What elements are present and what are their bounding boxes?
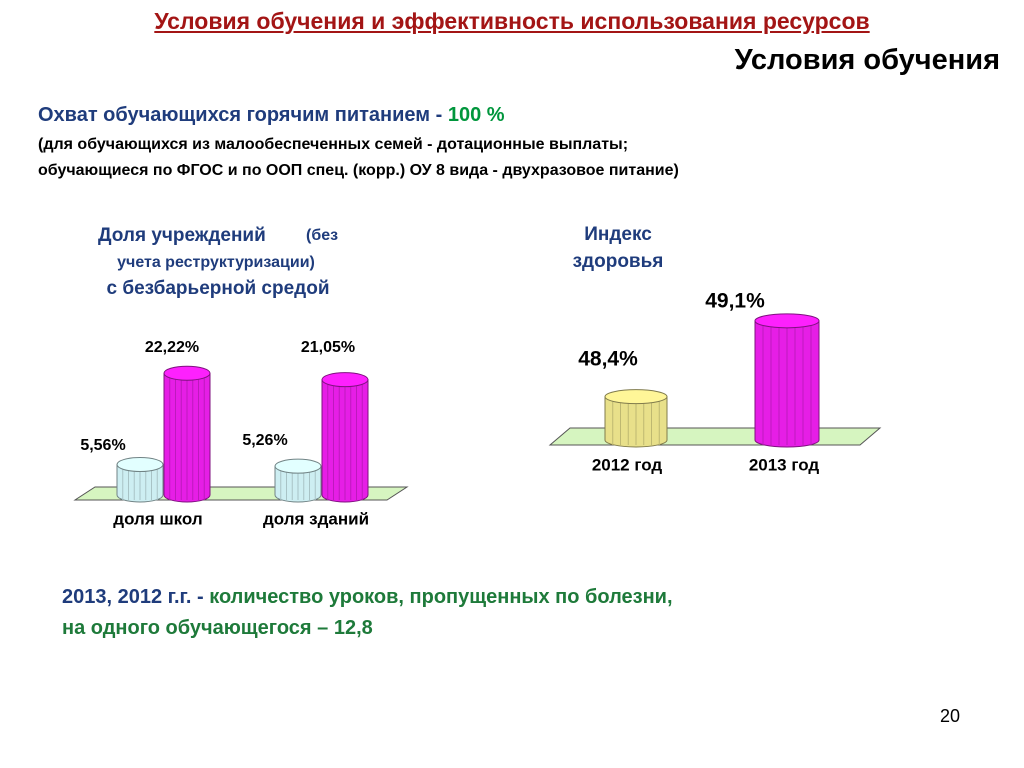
- bottom-text: количество уроков, пропущенных по болезн…: [209, 586, 673, 608]
- bar: [116, 457, 164, 503]
- coverage-value: 100 %: [447, 104, 505, 126]
- data-label: 48,4%: [578, 348, 638, 371]
- chart-title: здоровья: [573, 251, 664, 272]
- bar-top: [116, 457, 164, 473]
- bar: [754, 313, 820, 448]
- bar-top: [321, 372, 369, 388]
- floor: [548, 427, 882, 446]
- bar-top: [163, 365, 211, 381]
- chart-title: Индекс: [584, 224, 652, 245]
- data-label: 5,26%: [242, 432, 287, 449]
- page-number: 20: [940, 706, 961, 726]
- bottom-note: 2013, 2012 г.г. - количество уроков, про…: [62, 582, 942, 644]
- bar-top: [604, 389, 668, 405]
- data-label: 21,05%: [301, 339, 355, 356]
- bar: [163, 365, 211, 503]
- bar-top: [274, 458, 322, 474]
- years: 2013, 2012 г.г. -: [62, 586, 210, 608]
- bar-top: [754, 313, 820, 329]
- bar: [274, 458, 322, 503]
- x-tick-label: 2013 год: [749, 455, 820, 474]
- data-label: 49,1%: [705, 290, 765, 313]
- coverage: Охват обучающихся горячим питанием - 100…: [38, 104, 505, 127]
- bar: [321, 372, 369, 503]
- bar: [604, 389, 668, 448]
- chart-title-note: учета реструктуризации): [117, 254, 315, 271]
- note: (для обучающихся из малообеспеченных сем…: [38, 132, 938, 184]
- data-label: 22,22%: [145, 339, 199, 356]
- data-label: 5,56%: [80, 437, 125, 454]
- coverage-text: Охват обучающихся горячим питанием -: [38, 104, 448, 126]
- bottom-text: на одного обучающегося – 12,8: [62, 617, 373, 639]
- note-line: (для обучающихся из малообеспеченных сем…: [38, 136, 629, 153]
- x-tick-label: 2012 год: [592, 455, 663, 474]
- slide-title: Условия обучения и эффективность использ…: [154, 8, 870, 34]
- chart-subtitle: с безбарьерной средой: [106, 278, 329, 299]
- chart-title: Доля учреждений: [98, 225, 266, 246]
- x-tick-label: доля зданий: [263, 509, 369, 528]
- chart-title-note: (без: [306, 227, 338, 244]
- section-title: Условия обучения: [734, 44, 1000, 76]
- x-tick-label: доля школ: [113, 509, 202, 528]
- note-line: обучающиеся по ФГОС и по ООП спец. (корр…: [38, 162, 679, 179]
